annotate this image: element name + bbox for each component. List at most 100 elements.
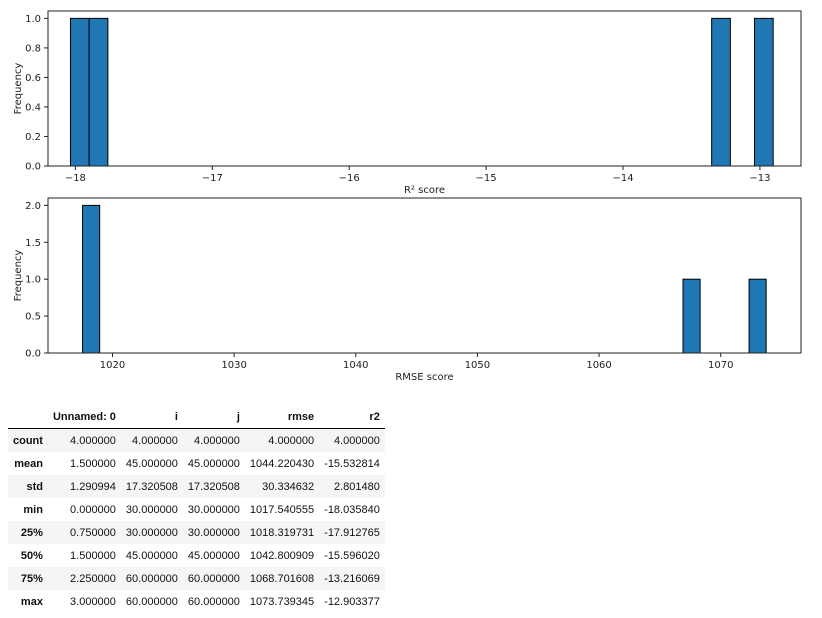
row-header: std [26, 480, 43, 493]
column-header: i [120, 405, 183, 429]
table-body: count 4.000000 4.000000 4.000000 4.000000 4.0… [8, 428, 385, 613]
table-cell: 1.500000 [70, 457, 116, 470]
y-tick-label: 0.0 [25, 349, 41, 360]
x-tick-label: 1070 [708, 360, 733, 371]
table-cell: 0.000000 [70, 503, 116, 516]
table-cell: 1.500000 [70, 549, 116, 562]
histogram-bar [69, 17, 90, 167]
y-axis-label: Frequency [13, 250, 24, 302]
table-cell: 1044.220430 [249, 457, 315, 470]
x-tick-label: −17 [202, 173, 223, 184]
histogram-bar [753, 17, 774, 167]
table-cell: -13.216069 [324, 572, 380, 585]
histogram-bar [82, 204, 101, 354]
table-cell: 60.000000 [125, 572, 178, 585]
row-header: 50% [20, 549, 43, 562]
table-header-row: Unnamed: 0 i j rmse r2 [8, 405, 385, 429]
table-cell: -18.035840 [324, 503, 380, 516]
table-cell: 45.000000 [125, 549, 178, 562]
histogram-bar [711, 17, 731, 167]
histogram-figure: −18 −17 −16 −15 −14 −13 0.0 0.2 0.4 0.6 0.8 1.0 R² s… [13, 10, 802, 383]
x-tick-label: −18 [65, 173, 86, 184]
x-tick-label: −15 [476, 173, 497, 184]
x-axis-label: RMSE score [395, 372, 453, 383]
table-cell: 1018.319731 [249, 526, 315, 539]
table-cell: -15.596020 [324, 549, 380, 562]
table-cell: 4.000000 [194, 434, 240, 447]
x-tick-label: 1030 [221, 360, 246, 371]
table-cell: 1042.800909 [249, 549, 315, 562]
table-cell: 1073.739345 [249, 595, 315, 608]
x-tick-label: 1040 [343, 360, 368, 371]
table-cell: 60.000000 [125, 595, 178, 608]
x-tick-label: −16 [339, 173, 360, 184]
table-row: 75% 2.250000 60.000000 60.000000 1068.701608… [8, 567, 385, 590]
row-header: mean [14, 457, 43, 470]
table-row: mean 1.500000 45.000000 45.000000 1044.22043… [8, 452, 385, 475]
table-row: min 0.000000 30.000000 30.000000 1017.540555… [8, 498, 385, 521]
y-tick-label: 1.5 [25, 238, 41, 249]
table-cell: 30.000000 [187, 503, 240, 516]
y-tick-label: 0.5 [25, 312, 41, 323]
table-cell: 45.000000 [125, 457, 178, 470]
table-row: count 4.000000 4.000000 4.000000 4.000000 4.0… [8, 428, 385, 452]
x-tick-label: −14 [612, 173, 633, 184]
x-tick-label: 1060 [586, 360, 611, 371]
table-cell: -17.912765 [324, 526, 380, 539]
table-cell: 30.000000 [125, 503, 178, 516]
y-tick-label: 1.0 [25, 275, 41, 286]
y-tick-label: 0.0 [25, 162, 41, 173]
table-cell: 60.000000 [187, 572, 240, 585]
row-header: max [20, 595, 43, 608]
table-cell: 1017.540555 [249, 503, 315, 516]
plot-frame [47, 197, 802, 354]
table-cell: 45.000000 [187, 549, 240, 562]
row-header: 75% [20, 572, 43, 585]
row-header: min [23, 503, 43, 516]
table-row: max 3.000000 60.000000 60.000000 1073.739345… [8, 590, 385, 613]
column-header: rmse [244, 405, 320, 429]
column-header [8, 405, 48, 429]
x-tick-label: 1020 [100, 360, 125, 371]
table-cell: 30.000000 [187, 526, 240, 539]
table-cell: 0.750000 [70, 526, 116, 539]
table-cell: -15.532814 [324, 457, 380, 470]
y-tick-label: 0.4 [25, 102, 41, 113]
table-cell: 4.000000 [333, 434, 380, 447]
histogram-bar [88, 17, 109, 167]
table-cell: 1.290994 [70, 480, 116, 493]
table-cell: 4.000000 [132, 434, 178, 447]
column-header: Unnamed: 0 [47, 405, 121, 429]
table-cell: 4.000000 [268, 434, 315, 447]
table-cell: 2.250000 [70, 572, 116, 585]
table-cell: 2.801480 [333, 480, 380, 493]
histogram-bar [682, 278, 701, 354]
y-tick-label: 0.2 [25, 132, 41, 143]
x-tick-label: 1050 [465, 360, 490, 371]
column-header: j [182, 405, 245, 429]
row-header: count [13, 434, 43, 447]
plot-frame [47, 10, 802, 167]
table-row: 50% 1.500000 45.000000 45.000000 1042.800909… [8, 544, 385, 567]
x-axis-label: R² score [404, 185, 445, 196]
y-axis-label: Frequency [13, 63, 24, 115]
table-cell: 17.320508 [125, 480, 178, 493]
table-cell: 17.320508 [187, 480, 240, 493]
row-header: 25% [20, 526, 43, 539]
column-header: r2 [319, 405, 385, 429]
table-row: 25% 0.750000 30.000000 30.000000 1018.319731… [8, 521, 385, 544]
describe-stats-table: Unnamed: 0 i j rmse r2 count 4.000000 4.000000… [8, 405, 385, 613]
table-cell: 3.000000 [70, 595, 116, 608]
table-cell: 4.000000 [70, 434, 116, 447]
table-cell: 45.000000 [187, 457, 240, 470]
table-cell: 60.000000 [187, 595, 240, 608]
table-row: std 1.290994 17.320508 17.320508 30.334632 2.… [8, 475, 385, 498]
y-tick-label: 2.0 [25, 201, 41, 212]
table-cell: 1068.701608 [249, 572, 315, 585]
table-cell: 30.334632 [262, 480, 315, 493]
x-tick-label: −13 [749, 173, 770, 184]
y-tick-label: 0.6 [25, 73, 41, 84]
y-tick-label: 1.0 [25, 14, 41, 25]
table-cell: 30.000000 [125, 526, 178, 539]
table-cell: -12.903377 [324, 595, 380, 608]
